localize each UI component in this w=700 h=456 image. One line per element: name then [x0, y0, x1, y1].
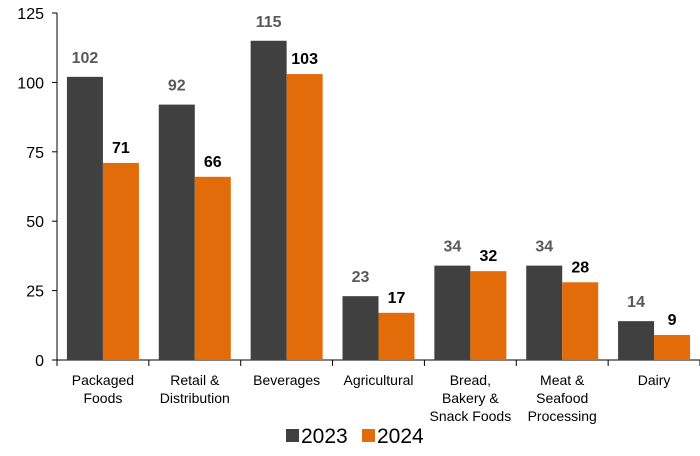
y-tick-label: 100: [17, 75, 44, 92]
category-label: Agricultural: [343, 372, 413, 388]
category-label-line: Snack Foods: [429, 408, 511, 424]
legend-swatch: [286, 429, 299, 442]
category-label: Dairy: [638, 372, 671, 388]
data-label: 34: [443, 239, 461, 256]
data-label: 34: [535, 239, 553, 256]
bar: [102, 162, 139, 360]
bar: [250, 40, 287, 360]
bar: [342, 296, 379, 360]
y-tick-label: 125: [17, 6, 44, 23]
bars: [66, 40, 691, 361]
bar: [470, 271, 507, 360]
bar: [194, 176, 231, 360]
data-labels: 102 71 92 66 115 103 23 17 34 32 34 28 14 9: [72, 14, 677, 329]
category-label-line: Beverages: [253, 372, 320, 388]
category-label: Packaged Foods: [72, 372, 134, 406]
data-label: 32: [479, 248, 497, 265]
category-label-line: Bread,: [450, 372, 491, 388]
data-label: 14: [627, 294, 645, 311]
legend[interactable]: 2023 2024: [286, 425, 424, 448]
y-tick-label: 25: [26, 284, 44, 301]
bar: [654, 335, 691, 360]
data-label: 23: [352, 269, 370, 286]
category-label-line: Distribution: [160, 390, 230, 406]
legend-item[interactable]: 2024: [362, 425, 424, 448]
bar: [434, 265, 471, 360]
category-label-line: Foods: [83, 390, 122, 406]
data-label: 28: [571, 259, 589, 276]
category-label-line: Processing: [528, 408, 597, 424]
data-label: 103: [291, 51, 318, 68]
category-label-line: Seafood: [536, 390, 588, 406]
bar: [562, 282, 599, 360]
bar: [158, 104, 195, 360]
category-label: Beverages: [253, 372, 320, 388]
category-label-line: Agricultural: [343, 372, 413, 388]
category-label: Bread, Bakery & Snack Foods: [429, 372, 511, 424]
category-label-line: Meat &: [540, 372, 585, 388]
category-label-line: Dairy: [638, 372, 671, 388]
data-label: 102: [72, 50, 99, 67]
legend-item[interactable]: 2023: [286, 425, 348, 448]
data-label: 71: [112, 140, 130, 157]
category-label-line: Retail &: [170, 372, 220, 388]
legend-swatch: [362, 429, 375, 442]
category-labels: Packaged Foods Retail & Distribution Beverag…: [72, 372, 671, 424]
data-label: 9: [668, 312, 677, 329]
legend-label: 2023: [301, 425, 348, 448]
y-tick-label: 75: [26, 145, 44, 162]
category-label: Meat & Seafood Processing: [528, 372, 597, 424]
data-label: 17: [388, 290, 406, 307]
legend-label: 2024: [377, 425, 424, 448]
data-label: 66: [204, 154, 222, 171]
data-label: 92: [168, 78, 186, 95]
category-label: Retail & Distribution: [160, 372, 230, 406]
bar: [618, 321, 655, 360]
bar: [66, 76, 103, 361]
data-label: 115: [256, 14, 282, 31]
bar: [526, 265, 563, 360]
y-tick-label: 0: [35, 353, 44, 370]
y-tick-label: 50: [26, 214, 44, 231]
category-label-line: Packaged: [72, 372, 134, 388]
category-label-line: Bakery &: [442, 390, 499, 406]
bar: [286, 74, 323, 361]
bar: [378, 312, 415, 360]
